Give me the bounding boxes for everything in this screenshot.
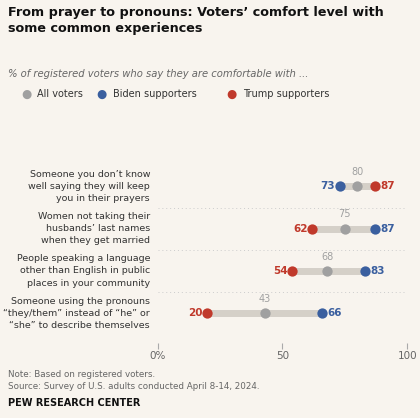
Point — [341, 225, 348, 232]
Text: PEW RESEARCH CENTER: PEW RESEARCH CENTER — [8, 398, 141, 408]
Point — [309, 225, 316, 232]
Text: People speaking a language
other than English in public
places in your community: People speaking a language other than En… — [16, 254, 150, 288]
Text: 54: 54 — [273, 266, 287, 276]
Point — [372, 183, 378, 190]
Text: 83: 83 — [370, 266, 384, 276]
Text: 87: 87 — [380, 224, 394, 234]
Point — [372, 225, 378, 232]
Text: Note: Based on registered voters.
Source: Survey of U.S. adults conducted April : Note: Based on registered voters. Source… — [8, 370, 260, 391]
Text: Trump supporters: Trump supporters — [243, 89, 329, 99]
Text: % of registered voters who say they are comfortable with ...: % of registered voters who say they are … — [8, 69, 309, 79]
Text: 43: 43 — [259, 294, 271, 304]
Text: 62: 62 — [293, 224, 307, 234]
Point — [289, 268, 296, 274]
Text: Someone using the pronouns
“they/them” instead of “he” or
“she” to describe them: Someone using the pronouns “they/them” i… — [3, 296, 150, 330]
Point — [336, 183, 343, 190]
Text: Women not taking their
husbands’ last names
when they get married: Women not taking their husbands’ last na… — [38, 212, 150, 245]
Text: 87: 87 — [380, 181, 394, 191]
Text: Biden supporters: Biden supporters — [113, 89, 196, 99]
Text: From prayer to pronouns: Voters’ comfort level with
some common experiences: From prayer to pronouns: Voters’ comfort… — [8, 6, 384, 35]
Text: ●: ● — [227, 87, 237, 101]
Point — [362, 268, 368, 274]
Text: 66: 66 — [328, 308, 342, 318]
Text: ●: ● — [21, 87, 31, 101]
Point — [324, 268, 331, 274]
Point — [319, 310, 326, 316]
Text: 68: 68 — [321, 252, 333, 262]
Text: 80: 80 — [351, 167, 364, 177]
Point — [204, 310, 211, 316]
Text: All voters: All voters — [37, 89, 83, 99]
Text: Someone you don’t know
well saying they will keep
you in their prayers: Someone you don’t know well saying they … — [28, 170, 150, 203]
Point — [354, 183, 361, 190]
Text: 73: 73 — [320, 181, 335, 191]
Point — [262, 310, 268, 316]
Text: ●: ● — [97, 87, 107, 101]
Text: 75: 75 — [339, 209, 351, 219]
Text: 20: 20 — [188, 308, 202, 318]
